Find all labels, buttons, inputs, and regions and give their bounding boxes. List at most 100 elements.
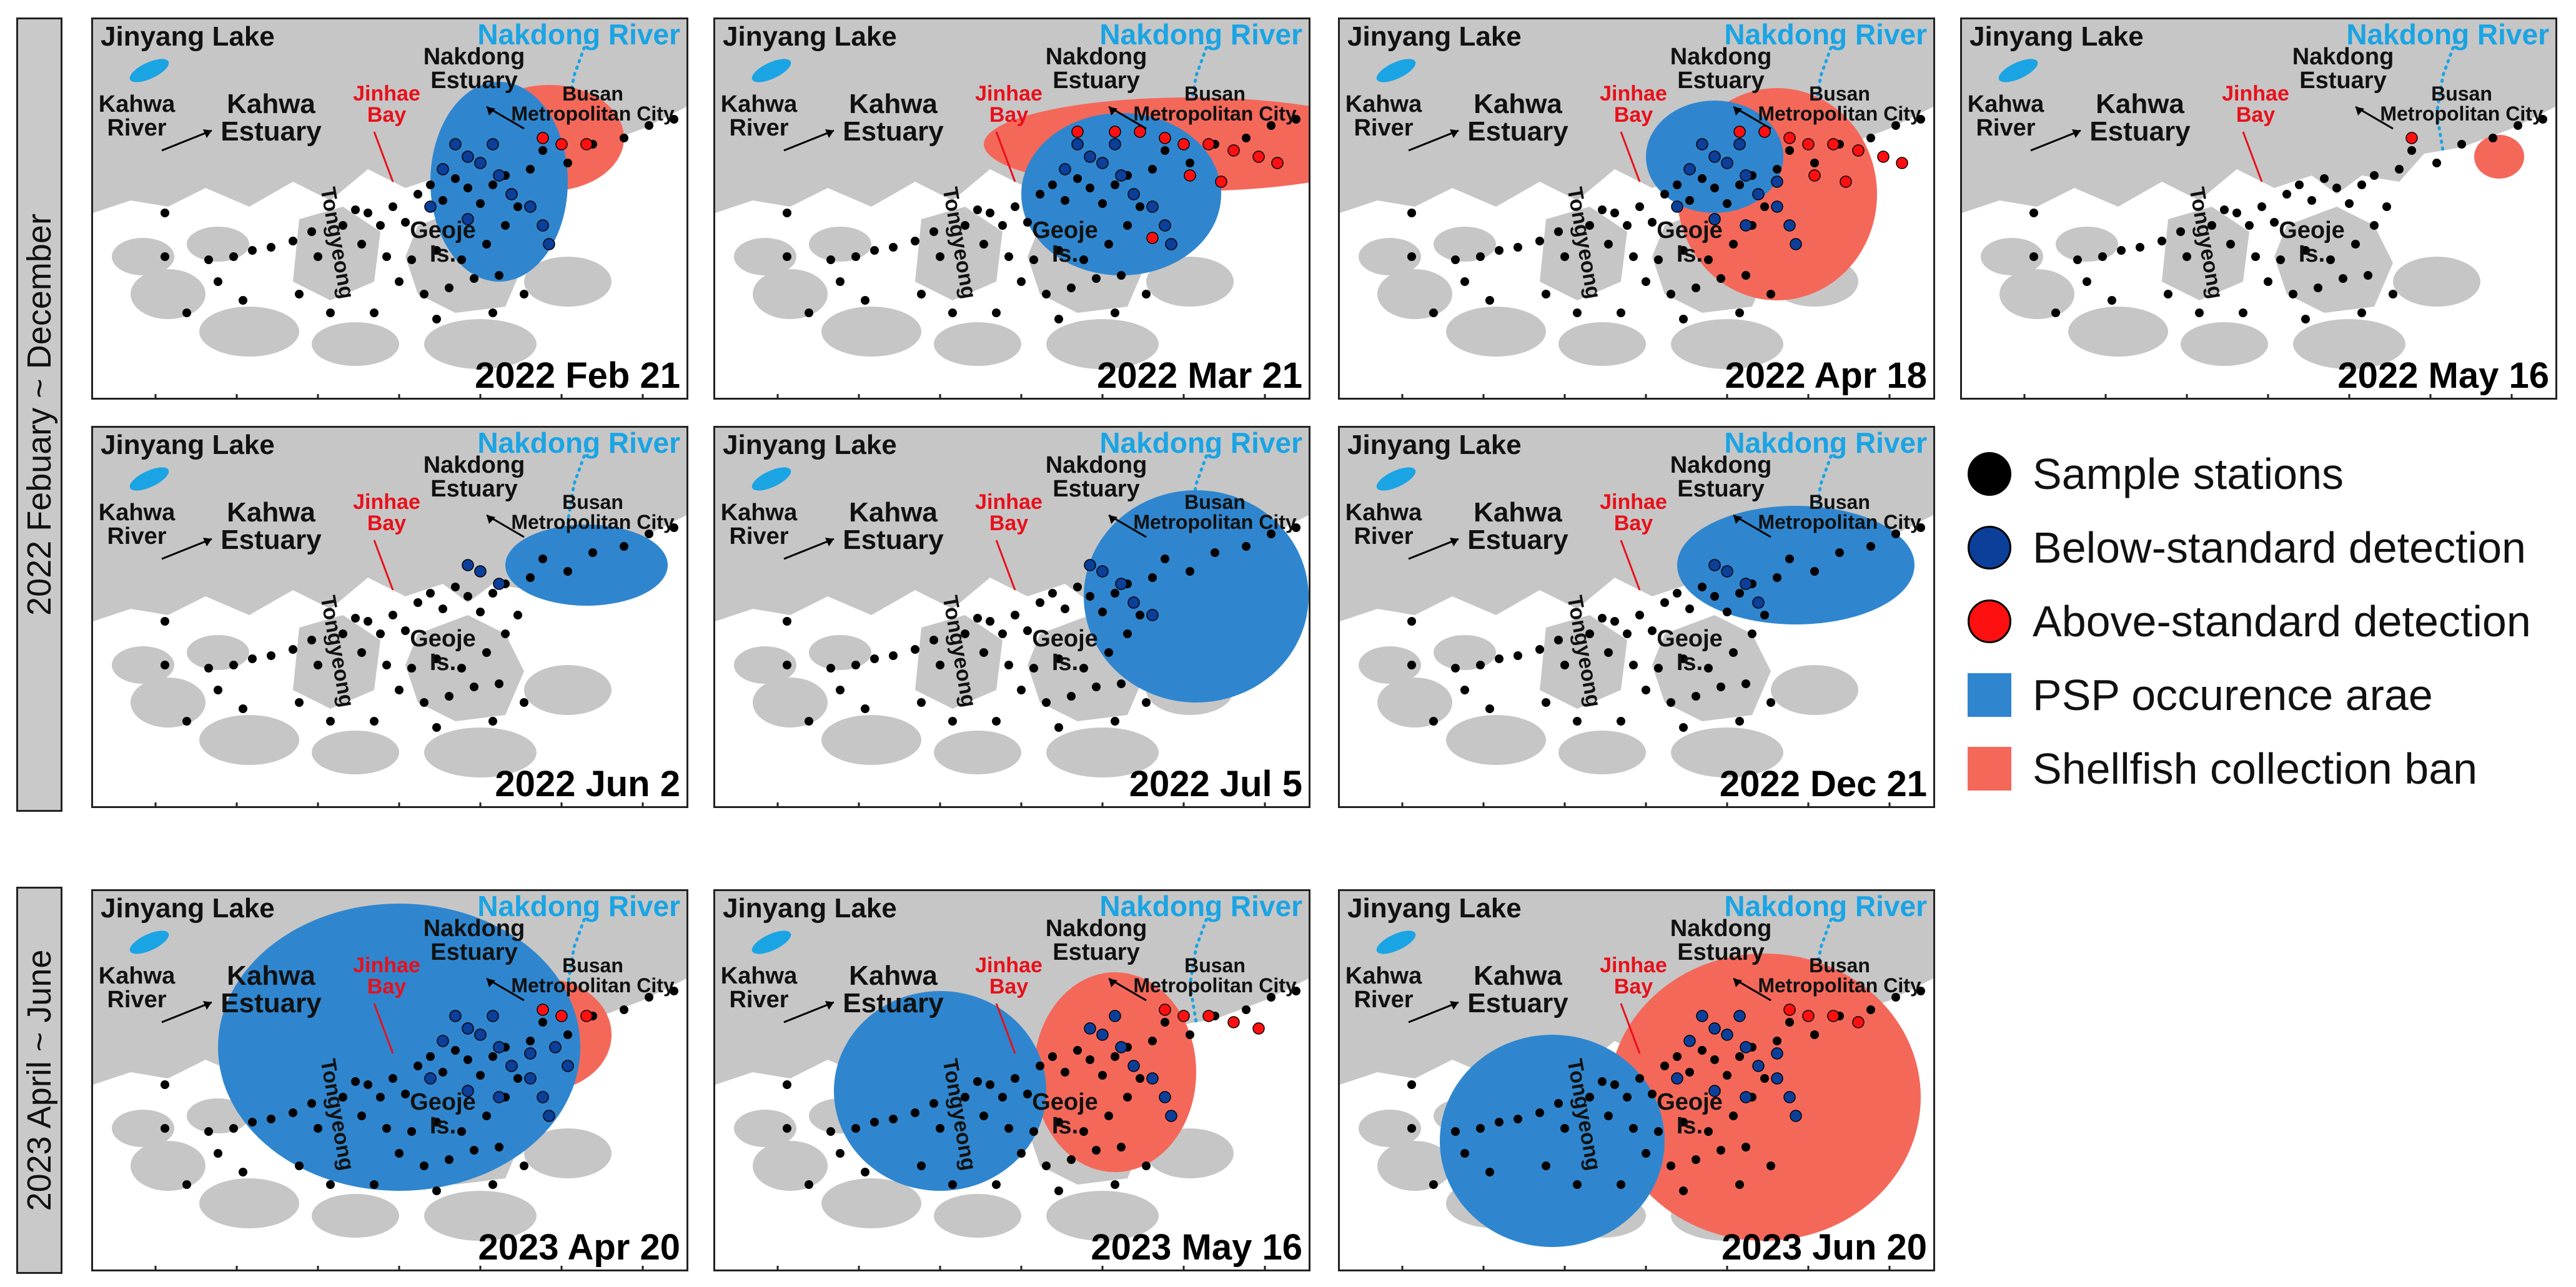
sample-station [1642,686,1650,694]
sample-station [407,255,416,264]
nakdong-estuary-label: Nakdong Estuary [2292,44,2394,94]
sample-station [2157,237,2166,245]
sample-station [1029,1127,1038,1136]
sample-station [783,1080,791,1089]
island [2068,307,2168,357]
island [753,1141,828,1191]
sample-station [670,115,678,124]
sample-station [389,1074,397,1083]
sample-station [1117,679,1126,688]
below-standard-symbol [1968,526,2011,570]
island [734,1110,796,1147]
island [199,307,299,357]
sample-station [973,1077,982,1086]
below-standard-station [537,219,549,232]
below-standard-station [1771,1072,1783,1085]
sample-station [482,1112,491,1120]
nakdong-arrowhead [487,979,495,987]
sample-station [1104,240,1113,249]
sample-station [1735,180,1744,189]
sample-station [826,1127,835,1136]
sample-station [1554,1099,1563,1108]
sample-station [1073,1046,1082,1055]
sample-station [1017,277,1026,286]
sample-station [1111,1180,1119,1189]
sample-station [805,308,813,317]
island [809,227,871,262]
sample-station [1642,1149,1650,1158]
sample-station [1117,1143,1126,1151]
sample-station [451,174,460,183]
jinyang-lake-label: Jinyang Lake [1969,21,2144,52]
sample-station [1036,190,1044,199]
sample-station [1604,240,1613,249]
sample-station [1242,542,1251,551]
sample-station [563,159,572,167]
sample-station [1573,1180,1582,1189]
sample-station [1679,654,1688,663]
sample-station [1460,1149,1469,1158]
nakdong-river-label: Nakdong River [477,428,680,459]
sample-station [389,202,397,211]
sample-station [1535,1108,1544,1117]
geoje-label: Geoje Is. [1032,626,1098,676]
sample-station [351,614,360,623]
sample-station [645,530,653,538]
below-standard-station [1671,200,1683,213]
below-standard-station [424,1072,437,1085]
sample-station [1704,1127,1713,1136]
sample-station [1735,308,1744,317]
sample-station [979,648,988,657]
sample-station [2364,271,2372,280]
sample-station [161,209,169,217]
kahwa-river-label: Kahwa River [99,500,176,550]
sample-station [1136,202,1144,211]
sample-station [2226,240,2235,249]
sample-station [2357,180,2366,189]
below-standard-station [424,200,437,213]
sample-station [520,1161,528,1170]
sample-station [1729,1112,1738,1120]
jinhae-line [1620,1003,1641,1054]
sample-station [1054,654,1063,663]
kahwa-estuary-label: Kahwa Estuary [2089,89,2191,147]
legend: Sample stations Below-standard detection… [1968,437,2531,806]
island [131,269,206,319]
sample-station [2339,274,2347,283]
sample-station [936,661,944,669]
island [424,319,537,369]
sample-station [1760,202,1769,211]
island [524,257,612,307]
map-panel: Jinyang Lake Nakdong River Kahwa River Kahwa… [1338,17,1935,400]
sample-station [1623,221,1632,230]
island [753,678,828,727]
sample-station [401,218,410,227]
sample-station [911,645,919,654]
sample-station [1692,692,1700,701]
sample-station [495,271,503,280]
panel-date: 2022 Mar 21 [1097,355,1302,396]
sample-station [1916,987,1925,995]
sample-station [1679,1118,1688,1127]
sample-station [182,308,191,317]
above-standard-station [1758,126,1771,138]
jinyang-lake-label: Jinyang Lake [101,21,275,52]
sample-station [783,209,791,217]
sample-station [1723,608,1731,616]
sample-station [979,1112,988,1120]
sample-station [161,661,169,669]
below-standard-station [524,200,537,213]
sample-station [836,277,845,286]
jinhae-line [2242,131,2263,182]
sample-station [1117,271,1126,280]
nakdong-arrowhead [1109,107,1117,116]
kahwa-arrowhead [203,1001,212,1010]
below-standard-station [1683,1035,1696,1047]
ban-area-symbol [1968,747,2011,791]
sample-station [420,290,429,298]
sample-station [1092,274,1101,283]
sample-station [1635,611,1644,619]
sample-station [1004,1124,1013,1133]
sample-station [2332,184,2341,192]
sample-station [407,664,416,673]
